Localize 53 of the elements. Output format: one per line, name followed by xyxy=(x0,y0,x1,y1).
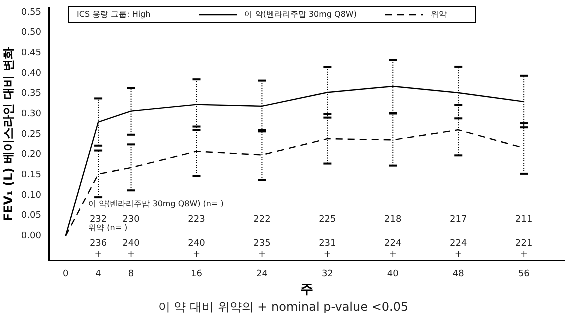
legend-label: 이 약(벤라리주맙 30mg Q8W) xyxy=(244,9,357,20)
y-tick-label: 0.05 xyxy=(21,211,42,222)
annotation: 위약 (n= ) xyxy=(88,224,128,233)
annotation: + xyxy=(389,250,397,260)
legend-label: 위약 xyxy=(430,9,447,20)
annotation: + xyxy=(94,250,102,260)
y-tick-label: 0.55 xyxy=(21,8,42,18)
legend-title: ICS 용량 그룹: High xyxy=(77,9,151,20)
y-tick-label: 0.45 xyxy=(21,48,42,58)
annotation: 240 xyxy=(188,238,206,249)
annotation: 231 xyxy=(319,238,336,249)
annotation: 218 xyxy=(384,214,402,225)
annotation: + xyxy=(324,250,332,260)
annotation: 217 xyxy=(450,214,468,225)
annotation: 224 xyxy=(450,238,468,249)
annotation: 221 xyxy=(515,238,533,249)
annotation: + xyxy=(258,250,266,260)
y-tick-label: 0.20 xyxy=(21,150,42,160)
x-tick-label: 40 xyxy=(387,269,400,280)
y-tick-label: 0.10 xyxy=(21,190,42,201)
annotation: 236 xyxy=(90,238,108,249)
annotation: 이 약(벤라리주맙 30mg Q8W) (n= ) xyxy=(88,200,224,209)
x-axis-title: 주 xyxy=(300,282,314,298)
annotation: 230 xyxy=(122,214,140,225)
y-tick-label: 0.30 xyxy=(21,110,42,120)
x-tick-label: 32 xyxy=(322,269,334,280)
annotation: 225 xyxy=(319,214,336,225)
x-tick-label: 0 xyxy=(62,269,69,280)
annotation: + xyxy=(520,250,528,260)
y-axis-title: FEV₁ (L) 베이스라인 대비 변화 xyxy=(1,47,16,222)
x-tick-label: 8 xyxy=(128,269,134,280)
annotation: 232 xyxy=(90,214,108,225)
x-tick-label: 48 xyxy=(452,269,465,280)
x-tick-label: 24 xyxy=(256,269,268,280)
x-tick-label: 4 xyxy=(96,269,102,280)
x-tick-label: 56 xyxy=(518,269,530,280)
annotation: + xyxy=(128,250,136,260)
annotation: 224 xyxy=(384,238,402,249)
annotation: 235 xyxy=(254,238,271,249)
y-tick-label: 0.40 xyxy=(21,68,42,79)
y-tick-label: 0.35 xyxy=(21,89,42,100)
y-tick-label: 0.25 xyxy=(21,130,42,140)
annotation: 223 xyxy=(188,214,206,225)
annotation: 240 xyxy=(122,238,140,249)
annotation: + xyxy=(454,250,462,260)
x-tick-label: 16 xyxy=(191,269,203,280)
annotation: 211 xyxy=(515,214,533,225)
y-tick-label: 0.50 xyxy=(21,28,42,38)
annotation: 222 xyxy=(254,214,271,225)
y-tick-label: 0.00 xyxy=(21,232,42,242)
y-tick-label: 0.15 xyxy=(21,170,42,181)
annotation: + xyxy=(192,250,201,260)
text: 이 약 대비 위약의 + nominal p-value <0.05 xyxy=(157,299,410,316)
